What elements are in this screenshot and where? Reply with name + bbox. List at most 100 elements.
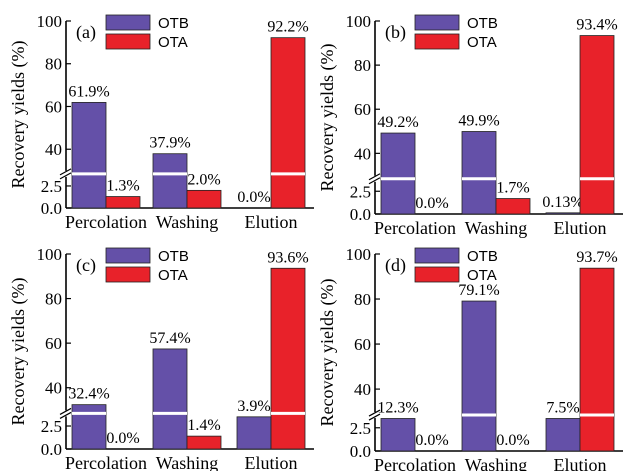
ota-bar: [579, 35, 615, 215]
otb-bar: [236, 416, 272, 450]
y-tick-label: 60: [354, 335, 371, 354]
axis-break-mark: [368, 173, 381, 181]
y-tick-label: 2.5: [41, 417, 62, 436]
data-label: 1.7%: [496, 180, 529, 197]
legend-label: OTB: [467, 248, 498, 265]
legend-label: OTB: [158, 15, 189, 32]
axis-break-mark: [368, 409, 381, 417]
y-tick-label: 0.0: [350, 205, 371, 224]
x-tick-label: Elution: [554, 218, 607, 238]
y-tick-label: 80: [354, 290, 371, 309]
axis-break-gap: [60, 410, 72, 417]
panel-label: (c): [76, 255, 96, 276]
y-tick-label: 0.0: [41, 199, 62, 218]
data-label: 57.4%: [149, 330, 190, 347]
y-tick-label: 80: [354, 56, 371, 75]
axis-break-gap: [60, 170, 72, 177]
legend-swatch-ota: [105, 33, 151, 50]
ota-bar: [186, 189, 222, 209]
axis-break-mark: [59, 172, 72, 180]
data-label: 3.9%: [237, 398, 270, 415]
axis-break-mark: [59, 407, 72, 415]
x-tick-label: Washing: [156, 453, 219, 471]
legend-swatch-otb: [414, 247, 460, 264]
y-tick-label: 2.5: [350, 182, 371, 201]
panel-label: (d): [385, 255, 406, 276]
legend-label: OTB: [158, 248, 189, 265]
x-tick-label: Percolation: [374, 455, 456, 471]
y-tick-label: 100: [346, 12, 372, 31]
axis-break-mark: [368, 413, 381, 421]
legend-swatch-ota: [414, 266, 460, 283]
axis-break-mark: [59, 168, 72, 176]
data-label: 0.0%: [237, 189, 270, 206]
data-label: 79.1%: [458, 282, 499, 299]
data-label: 1.3%: [106, 178, 139, 195]
panel-label: (b): [385, 22, 406, 43]
panel-label: (a): [76, 22, 96, 43]
x-tick-label: Percolation: [374, 218, 456, 238]
ota-bar: [579, 267, 615, 452]
legend-label: OTB: [467, 15, 498, 32]
otb-bar: [461, 131, 497, 215]
x-tick-label: Washing: [465, 218, 528, 238]
legend-swatch-ota: [414, 33, 460, 50]
axis-break-gap: [369, 412, 381, 419]
y-axis-label: Recovery yields (%): [317, 279, 338, 427]
data-label: 92.2%: [267, 19, 308, 36]
legend-swatch-ota: [105, 266, 151, 283]
otb-bar: [71, 404, 107, 450]
y-tick-label: 2.5: [41, 177, 62, 196]
ota-bar: [186, 435, 222, 450]
y-tick-label: 60: [354, 100, 371, 119]
y-tick-label: 40: [45, 379, 62, 398]
ota-bar: [105, 196, 141, 209]
data-label: 93.4%: [576, 17, 617, 34]
ota-bar: [270, 267, 306, 450]
data-label: 61.9%: [68, 83, 109, 100]
y-tick-label: 80: [45, 290, 62, 309]
data-label: 49.2%: [377, 114, 418, 131]
axis-break-mark: [368, 177, 381, 185]
y-tick-label: 100: [346, 245, 372, 264]
y-tick-label: 60: [45, 97, 62, 116]
otb-bar: [71, 102, 107, 209]
x-tick-label: Elution: [554, 455, 607, 471]
y-tick-label: 0.0: [41, 440, 62, 459]
x-tick-label: Percolation: [65, 453, 147, 471]
y-tick-label: 100: [37, 12, 63, 31]
data-label: 0.13%: [542, 194, 583, 211]
y-tick-label: 0.0: [350, 442, 371, 461]
data-label: 0.0%: [415, 432, 448, 449]
otb-bar: [545, 418, 581, 452]
legend-label: OTA: [158, 267, 188, 284]
otb-bar: [152, 153, 188, 209]
data-label: 0.0%: [496, 432, 529, 449]
data-label: 93.6%: [267, 249, 308, 266]
data-label: 12.3%: [377, 399, 418, 416]
x-tick-label: Elution: [245, 212, 298, 232]
data-label: 1.4%: [187, 417, 220, 434]
y-tick-label: 80: [45, 55, 62, 74]
y-tick-label: 60: [45, 334, 62, 353]
data-label: 32.4%: [68, 386, 109, 403]
y-tick-label: 2.5: [350, 419, 371, 438]
legend-swatch-otb: [414, 14, 460, 31]
data-label: 49.9%: [458, 113, 499, 130]
legend-label: OTA: [467, 267, 497, 284]
y-axis-label: Recovery yields (%): [8, 278, 29, 426]
data-label: 0.0%: [415, 195, 448, 212]
y-axis-label: Recovery yields (%): [8, 41, 29, 189]
otb-bar: [380, 132, 416, 215]
data-label: 93.7%: [576, 249, 617, 266]
otb-bar: [461, 300, 497, 452]
y-tick-label: 40: [354, 380, 371, 399]
ota-bar: [495, 198, 531, 215]
legend-label: OTA: [158, 34, 188, 51]
legend-label: OTA: [467, 34, 497, 51]
otb-bar: [380, 418, 416, 452]
x-tick-label: Elution: [245, 453, 298, 471]
data-label: 0.0%: [106, 430, 139, 447]
y-tick-label: 40: [45, 140, 62, 159]
